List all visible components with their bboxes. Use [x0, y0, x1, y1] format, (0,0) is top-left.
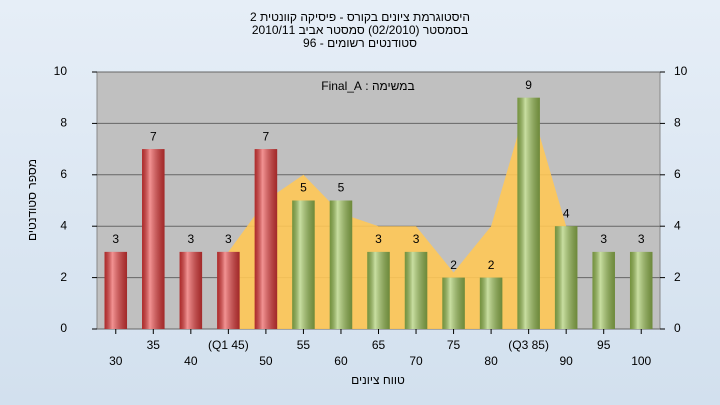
- chart-subtitle: סטודנטים רשומים - 96: [303, 36, 417, 50]
- x-tick-label: 70: [409, 354, 423, 368]
- chart-title: היסטוגרמת ציונים בקורס - פיסיקה קוונטית …: [250, 10, 470, 24]
- y2-tick-label: 8: [674, 116, 681, 130]
- x-tick-label: 75: [447, 338, 461, 352]
- bar: [217, 251, 240, 329]
- bar: [179, 251, 203, 329]
- y2-tick-label: 6: [674, 167, 681, 181]
- y2-tick-label: 10: [674, 64, 688, 78]
- y-tick-label: 4: [60, 218, 67, 232]
- bar: [367, 251, 390, 329]
- y-tick-label: 10: [54, 64, 68, 78]
- data-label: 5: [300, 181, 307, 195]
- x-axis-title: טווח ציונים: [351, 373, 405, 387]
- y-tick-label: 2: [60, 270, 67, 284]
- bar: [254, 149, 278, 329]
- y2-tick-label: 2: [674, 270, 681, 284]
- x-tick-label: (Q3 85): [508, 338, 549, 352]
- bar: [142, 149, 165, 329]
- x-tick-label: 55: [297, 338, 311, 352]
- bar: [629, 251, 653, 329]
- data-label: 2: [488, 258, 495, 272]
- x-tick-label: 90: [559, 354, 573, 368]
- x-tick-label: 50: [259, 354, 273, 368]
- bar: [554, 226, 578, 329]
- x-tick-label: 80: [484, 354, 498, 368]
- y2-tick-label: 0: [674, 321, 681, 335]
- data-label: 3: [187, 232, 194, 246]
- bar: [442, 277, 465, 329]
- data-label: 2: [450, 258, 457, 272]
- bar: [404, 251, 428, 329]
- data-label: 5: [338, 181, 345, 195]
- y-tick-label: 8: [60, 116, 67, 130]
- y-axis-title: מספר סטודנטים: [25, 159, 39, 241]
- data-label: 3: [375, 232, 382, 246]
- y2-tick-label: 4: [674, 218, 681, 232]
- x-tick-label: 35: [147, 338, 161, 352]
- y-tick-label: 6: [60, 167, 67, 181]
- x-tick-label: (Q1 45): [208, 338, 249, 352]
- data-label: 4: [563, 206, 570, 220]
- bar: [292, 200, 315, 329]
- x-tick-label: 40: [184, 354, 198, 368]
- x-tick-label: 65: [372, 338, 386, 352]
- bar: [479, 277, 503, 329]
- bar: [104, 251, 128, 329]
- data-label: 7: [150, 129, 157, 143]
- data-label: 9: [525, 78, 532, 92]
- data-label: 7: [263, 129, 270, 143]
- chart-subtitle: בסמסטר (02/2010) סמסטר אביב 2010/11: [252, 23, 468, 37]
- bar: [517, 97, 540, 329]
- data-label: 3: [600, 232, 607, 246]
- x-tick-label: 95: [597, 338, 611, 352]
- data-label: 3: [112, 232, 119, 246]
- x-tick-label: 100: [631, 354, 651, 368]
- y-tick-label: 0: [60, 321, 67, 335]
- data-label: 3: [413, 232, 420, 246]
- x-tick-label: 60: [334, 354, 348, 368]
- x-tick-label: 30: [109, 354, 123, 368]
- data-label: 3: [638, 232, 645, 246]
- bar: [329, 200, 353, 329]
- annotation: במשימה : Final_A: [321, 79, 414, 93]
- data-label: 3: [225, 232, 232, 246]
- bar: [592, 251, 615, 329]
